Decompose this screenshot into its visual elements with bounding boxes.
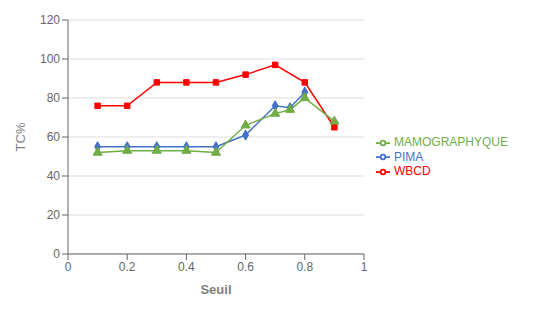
svg-text:0: 0 xyxy=(65,260,72,274)
svg-text:0.6: 0.6 xyxy=(237,260,254,274)
svg-text:0: 0 xyxy=(53,247,60,261)
svg-text:60: 60 xyxy=(47,130,61,144)
svg-text:TC%: TC% xyxy=(13,122,28,151)
svg-text:120: 120 xyxy=(40,13,60,27)
html-text:MAMOGRAPHYQUE: MAMOGRAPHYQUE xyxy=(394,134,508,149)
svg-text:100: 100 xyxy=(40,52,60,66)
html-text:WBCD: WBCD xyxy=(394,164,431,179)
svg-text:Seuil: Seuil xyxy=(200,282,231,297)
svg-text:0.2: 0.2 xyxy=(119,260,136,274)
svg-text:80: 80 xyxy=(47,91,61,105)
svg-text:0.8: 0.8 xyxy=(296,260,313,274)
svg-text:0.4: 0.4 xyxy=(178,260,195,274)
svg-text:40: 40 xyxy=(47,169,61,183)
svg-text:1: 1 xyxy=(361,260,368,274)
html-text:PIMA: PIMA xyxy=(394,149,424,164)
svg-text:20: 20 xyxy=(47,208,61,222)
